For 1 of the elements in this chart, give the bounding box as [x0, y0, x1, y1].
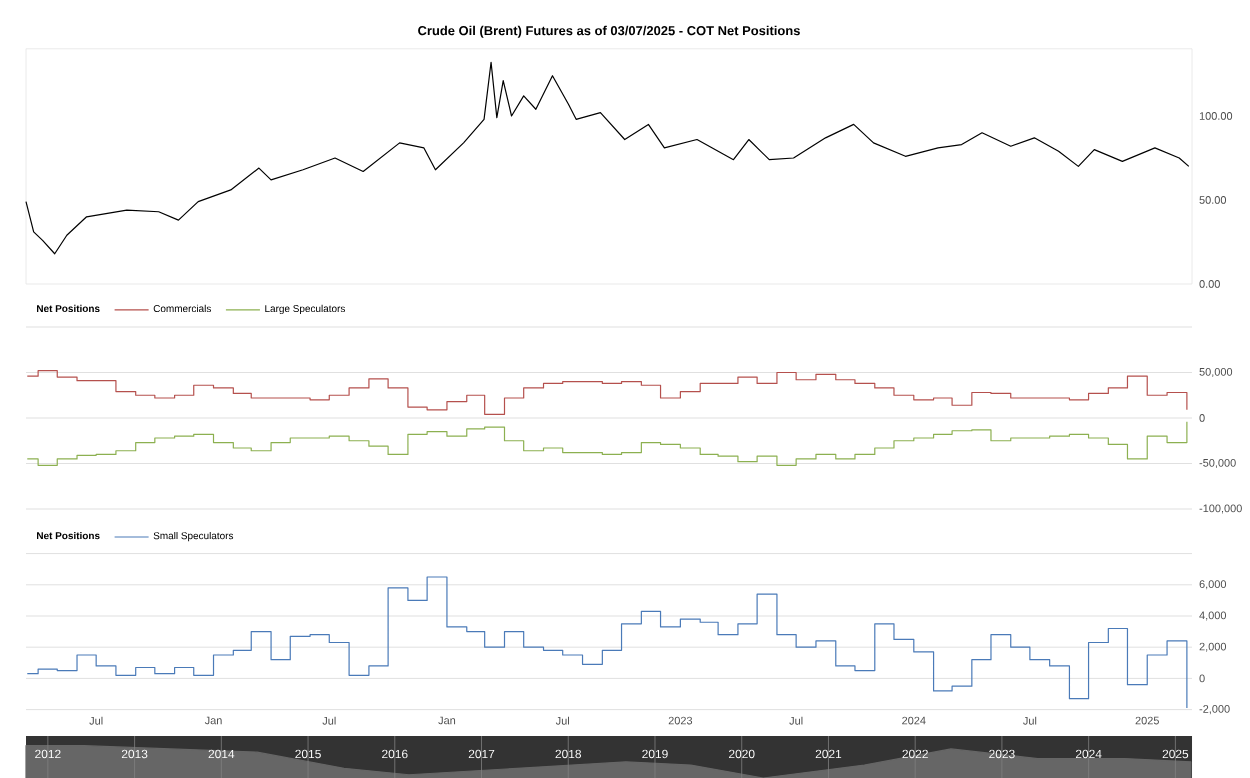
line-series [25, 61, 1190, 255]
